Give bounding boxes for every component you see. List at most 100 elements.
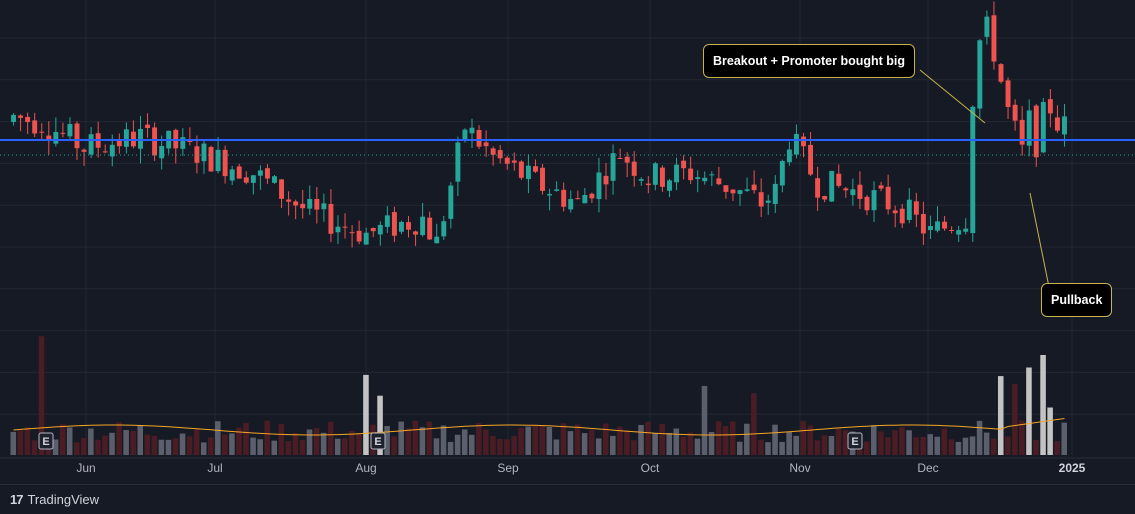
candle-body (201, 143, 207, 162)
volume-bar (525, 426, 531, 455)
volume-bar (222, 434, 228, 455)
x-axis-label: Dec (917, 461, 938, 475)
volume-bar (800, 421, 807, 455)
volume-bar (835, 428, 842, 455)
volume-bar (1061, 422, 1067, 455)
volume-bar (934, 436, 941, 455)
volume-bar (1040, 355, 1046, 455)
volume-bar (88, 428, 94, 455)
candle-body (476, 129, 482, 147)
candle-body (1054, 117, 1060, 131)
volume-bar (137, 425, 144, 455)
candle-body (511, 160, 517, 163)
volume-bar (694, 438, 701, 455)
price-volume-chart[interactable]: E E E Jun Jul Aug Sep Oct Nov Dec 2025 (0, 0, 1135, 484)
volume-bar (807, 425, 814, 455)
candle-body (899, 208, 905, 224)
volume-bar (172, 438, 179, 455)
candle-body (786, 149, 792, 163)
volume-bar (976, 420, 983, 455)
x-axis-label: Oct (641, 461, 660, 475)
candle-body (624, 156, 630, 163)
candle-body (370, 228, 376, 232)
annotation-breakout[interactable]: Breakout + Promoter bought big (703, 44, 916, 78)
candle-body (843, 188, 849, 191)
candle-body (540, 167, 545, 191)
volume-bar (758, 439, 764, 455)
volume-bar (920, 436, 926, 455)
candle-body (427, 217, 433, 240)
volume-bar (518, 428, 524, 455)
volume-bar (863, 441, 870, 455)
volume-bar (123, 430, 129, 455)
volume-bar (31, 440, 38, 455)
candle-body (772, 183, 778, 204)
candle-body (307, 199, 313, 209)
volume-bar (765, 442, 771, 455)
candle-body (575, 198, 581, 200)
candle-body (568, 199, 574, 210)
candle-body (377, 224, 383, 235)
x-axis-label: Sep (497, 461, 519, 475)
volume-bar (73, 442, 80, 455)
volume-bar (1012, 383, 1018, 455)
candle-body (857, 184, 863, 199)
annotation-pullback[interactable]: Pullback (1041, 283, 1113, 317)
candle-body (906, 199, 912, 220)
earnings-marker-icon (38, 432, 54, 450)
candle-body (779, 161, 785, 186)
candle-body (533, 166, 538, 172)
volume-bar (659, 423, 665, 455)
candle-body (1026, 110, 1032, 146)
candle-body (864, 196, 870, 211)
tradingview-brand[interactable]: 17 TradingView (10, 492, 99, 507)
volume-bar (215, 421, 221, 455)
candle-body (145, 124, 151, 129)
candle-body (384, 215, 390, 227)
candle-body (46, 135, 52, 140)
volume-bar (447, 441, 454, 455)
volume-bar (1033, 439, 1039, 455)
volume-bar (24, 427, 31, 455)
candle-body (363, 232, 369, 245)
volume-bar (673, 428, 680, 455)
volume-bar (948, 439, 955, 455)
volume-bar (680, 436, 687, 455)
volume-bar (638, 424, 644, 455)
candle-body (829, 170, 835, 202)
volume-bar (553, 439, 560, 455)
volume-bar (729, 421, 736, 455)
volume-bar (377, 395, 383, 455)
volume-bar (1047, 407, 1053, 455)
volume-bar (722, 425, 729, 455)
candle-body (236, 166, 242, 179)
volume-ma-line (13, 418, 1065, 436)
volume-bar (476, 423, 482, 455)
volume-bar (179, 433, 186, 455)
candle-body (1033, 105, 1039, 158)
candle-body (801, 136, 806, 147)
brand-name: TradingView (27, 492, 100, 507)
candle-body (723, 185, 729, 192)
volume-bar (687, 432, 694, 455)
candle-body (652, 163, 658, 185)
candle-body (53, 132, 59, 144)
volume-bar (165, 439, 172, 455)
volume-bar (588, 429, 595, 455)
candle-body (518, 161, 524, 178)
volume-bar (454, 434, 461, 455)
volume-bar (320, 432, 327, 455)
candle-body (970, 106, 976, 234)
candle-body (547, 194, 553, 196)
candle-body (243, 177, 249, 183)
candle-body (123, 129, 129, 147)
volume-bar (610, 435, 616, 455)
volume-bar (81, 437, 87, 455)
volume-bar (193, 429, 200, 455)
candle-body (208, 146, 214, 172)
candle-body (497, 150, 503, 159)
volume-bar (899, 427, 905, 455)
candle-body (116, 140, 122, 147)
candle-body (702, 177, 708, 182)
